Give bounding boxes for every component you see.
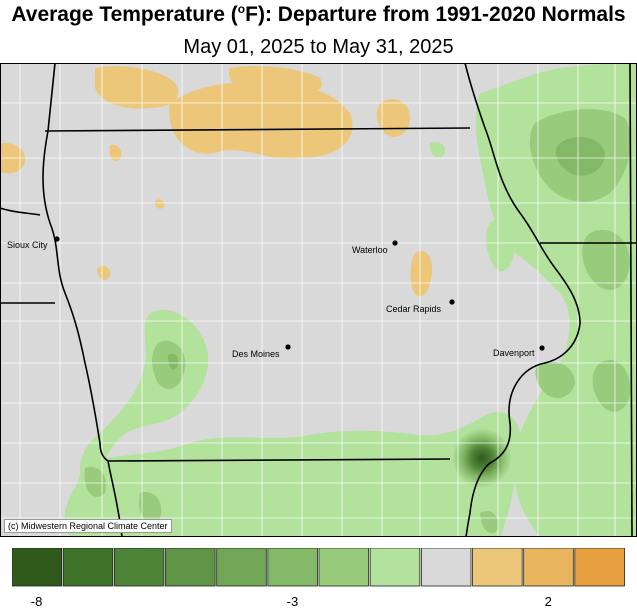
city-cedar-rapids: Cedar Rapids xyxy=(386,299,455,314)
city-sioux-city: Sioux City xyxy=(7,236,60,250)
legend-swatch xyxy=(318,548,370,587)
svg-text:Sioux City: Sioux City xyxy=(7,240,48,250)
legend-swatch xyxy=(113,548,165,587)
legend-swatch xyxy=(165,548,216,587)
svg-text:Davenport: Davenport xyxy=(493,348,535,358)
legend-tick-label: -3 xyxy=(286,594,299,609)
svg-text:Des Moines: Des Moines xyxy=(232,349,280,359)
city-davenport: Davenport xyxy=(493,345,545,358)
cities: Sioux City Waterloo Cedar Rapids Des Moi… xyxy=(7,236,545,359)
county-boundaries xyxy=(0,63,637,537)
legend-swatch xyxy=(216,548,267,587)
color-legend xyxy=(12,548,626,588)
city-waterloo: Waterloo xyxy=(352,240,398,255)
legend-swatch xyxy=(267,548,318,587)
state-boundaries xyxy=(0,63,637,537)
southeast-cool-core xyxy=(452,428,512,488)
map-title: Average Temperature (oF): Departure from… xyxy=(11,2,626,26)
legend-swatch xyxy=(12,548,63,587)
warm-anomaly-areas xyxy=(0,66,433,297)
city-des-moines: Des Moines xyxy=(232,344,291,359)
temperature-departure-map: Sioux City Waterloo Cedar Rapids Des Moi… xyxy=(0,63,637,537)
legend-tick-label: -8 xyxy=(30,594,43,609)
map-subtitle: May 01, 2025 to May 31, 2025 xyxy=(183,36,454,58)
legend-tick-label: 2 xyxy=(544,594,552,609)
legend-swatch xyxy=(369,548,421,587)
legend-swatch xyxy=(62,548,114,587)
legend-swatch xyxy=(420,548,472,587)
map-credit: (c) Midwestern Regional Climate Center xyxy=(4,519,172,533)
legend-swatch xyxy=(574,548,625,587)
svg-text:Cedar Rapids: Cedar Rapids xyxy=(386,304,442,314)
svg-text:Waterloo: Waterloo xyxy=(352,245,388,255)
legend-swatch xyxy=(523,548,574,587)
legend-swatch xyxy=(472,548,523,587)
